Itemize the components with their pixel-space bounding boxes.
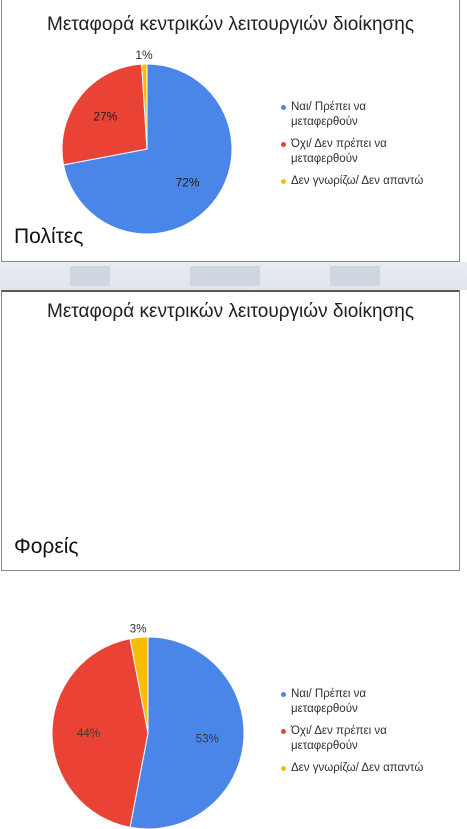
pie-label-no: 44% [77, 728, 100, 740]
background-shape [190, 266, 260, 286]
pie-label-yes: 72% [176, 176, 200, 190]
pie-chart-citizens: 72% 27% 1% [61, 48, 233, 235]
background-shape [330, 266, 380, 286]
pie-chart-bodies: 53% 44% 3% [51, 623, 245, 829]
legend-label-no: Όχι/ Δεν πρέπει να μεταφερθούν [291, 138, 387, 165]
legend-label-dont-know: Δεν γνωρίζω/ Δεν απαντώ [291, 762, 424, 774]
background-strip [0, 262, 467, 290]
pie-label-no: 27% [93, 110, 117, 124]
legend-label-no: Όχι/ Δεν πρέπει να μεταφερθούν [291, 725, 387, 752]
chart-panel-citizens: Μεταφορά κεντρικών λειτουργιών διοίκησης… [1, 0, 460, 262]
group-label-citizens: Πολίτες [14, 225, 84, 248]
legend-label-yes: Ναι/ Πρέπει να μεταφερθούν [291, 101, 367, 128]
legend-label-yes: Ναι/ Πρέπει να μεταφερθούν [291, 688, 367, 715]
pie-label-dont-know: 1% [135, 48, 153, 62]
legend-item-yes: Ναι/ Πρέπει να μεταφερθούν [281, 687, 461, 717]
legend-marker-dont-know [281, 766, 286, 771]
chart-legend: Ναι/ Πρέπει να μεταφερθούν Όχι/ Δεν πρέπ… [281, 687, 461, 783]
chart-title: Μεταφορά κεντρικών λειτουργιών διοίκησης [47, 14, 414, 35]
legend-item-no: Όχι/ Δεν πρέπει να μεταφερθούν [281, 137, 461, 167]
chart-title: Μεταφορά κεντρικών λειτουργιών διοίκησης [47, 301, 414, 322]
pie-label-dont-know: 3% [130, 623, 147, 635]
pie-slice-no [61, 63, 148, 166]
legend-label-dont-know: Δεν γνωρίζω/ Δεν απαντώ [291, 175, 424, 187]
legend-marker-no [281, 729, 286, 734]
chart-legend: Ναι/ Πρέπει να μεταφερθούν Όχι/ Δεν πρέπ… [281, 100, 461, 196]
group-label-bodies: Φορείς [14, 535, 79, 558]
pie-slice-yes [62, 63, 233, 235]
legend-item-yes: Ναι/ Πρέπει να μεταφερθούν [281, 100, 461, 130]
legend-item-dont-know: Δεν γνωρίζω/ Δεν απαντώ [281, 174, 461, 189]
background-shape [70, 266, 110, 286]
legend-marker-yes [281, 692, 286, 697]
legend-marker-no [281, 142, 286, 147]
pie-slice-dont-know [141, 63, 148, 150]
legend-marker-yes [281, 105, 286, 110]
pie-label-yes: 53% [196, 734, 219, 746]
chart-panel-bodies: Μεταφορά κεντρικών λειτουργιών διοίκησης… [1, 290, 460, 829]
legend-item-no: Όχι/ Δεν πρέπει να μεταφερθούν [281, 724, 461, 754]
legend-marker-dont-know [281, 179, 286, 184]
legend-item-dont-know: Δεν γνωρίζω/ Δεν απαντώ [281, 761, 461, 776]
